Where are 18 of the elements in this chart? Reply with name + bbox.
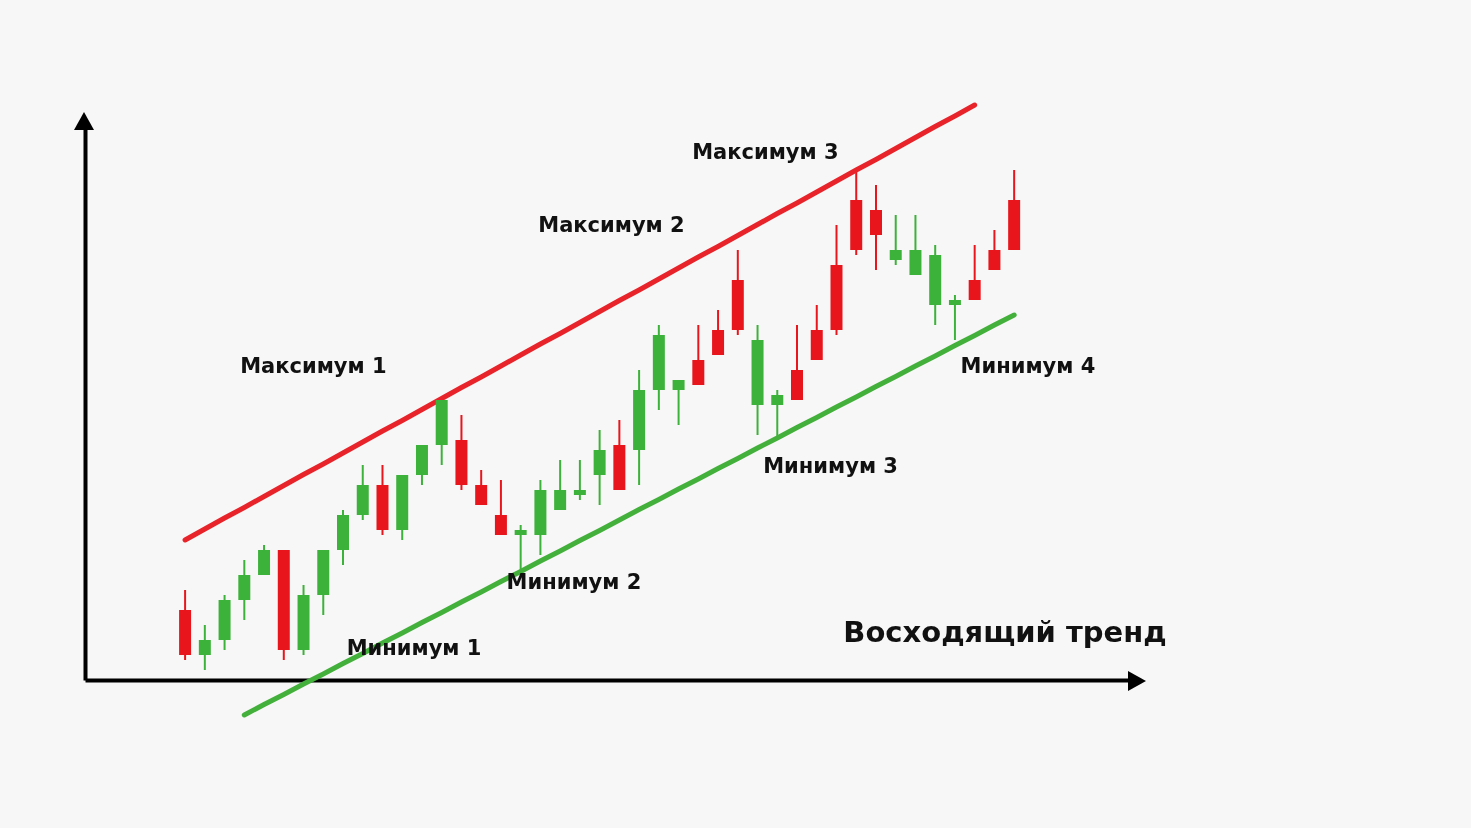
annotation: Максимум 1 (240, 354, 387, 378)
candlestick (554, 459, 567, 511)
annotation: Минимум 4 (960, 354, 1096, 378)
candlestick (573, 459, 586, 501)
annotation: Максимум 2 (538, 213, 685, 237)
annotation: Минимум 2 (506, 570, 642, 594)
annotation: Минимум 3 (763, 454, 898, 478)
candlestick (475, 469, 488, 506)
candlestick (514, 524, 527, 571)
candlestick (672, 379, 685, 426)
text: Восходящий тренд (843, 615, 1167, 649)
candlestick (198, 624, 211, 671)
candlestick (968, 244, 981, 301)
candlestick (988, 229, 1001, 271)
candlestick (889, 214, 902, 266)
text: Максимум 3 (692, 140, 839, 164)
candlestick (948, 294, 961, 341)
candlestick (494, 479, 507, 536)
